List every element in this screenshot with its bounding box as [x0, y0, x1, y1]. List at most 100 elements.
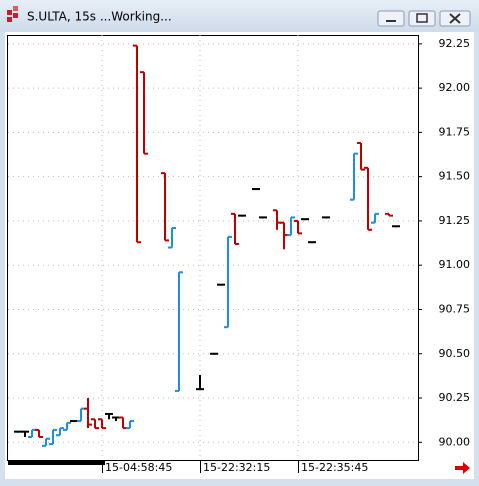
bar-range — [367, 167, 369, 230]
bar-open — [294, 219, 298, 222]
y-tick-label: 90.25 — [439, 391, 471, 404]
bar-close — [305, 218, 309, 221]
scroll-arrow[interactable] — [455, 462, 470, 474]
bar-close — [165, 239, 169, 242]
bar-close — [88, 423, 92, 426]
bar-close — [18, 430, 22, 433]
bar-open — [119, 416, 123, 419]
scroll-bar[interactable] — [8, 461, 105, 465]
bar-open — [231, 212, 235, 215]
bar-range — [129, 421, 131, 429]
bar-close — [284, 234, 288, 237]
app-icon — [7, 6, 18, 22]
bar-open — [238, 214, 242, 217]
bar-close — [32, 428, 36, 431]
bar-close — [102, 427, 106, 430]
bars — [14, 44, 400, 447]
bar-range — [234, 213, 236, 244]
bar-close — [109, 412, 113, 415]
bar-range — [31, 429, 33, 437]
bar-open — [56, 434, 60, 437]
bar-close — [214, 352, 218, 355]
bar-range — [108, 413, 110, 420]
bar-open — [210, 352, 214, 355]
bar-close — [116, 416, 120, 419]
bar-range — [115, 417, 117, 422]
y-tick-label: 91.75 — [439, 125, 471, 138]
bar-open — [133, 44, 137, 47]
bar-close — [46, 437, 50, 440]
bar-close — [256, 188, 260, 191]
bar-close — [144, 152, 148, 155]
close-button[interactable] — [439, 10, 471, 27]
bar-open — [105, 412, 109, 415]
bar-range — [136, 45, 138, 243]
bar-range — [143, 72, 145, 154]
bar-close — [263, 216, 267, 219]
bar-open — [392, 225, 396, 228]
bar-open — [63, 428, 67, 431]
bar-open — [42, 444, 46, 447]
bar-range — [66, 422, 68, 430]
bar-open — [217, 283, 221, 286]
bar-range — [374, 213, 376, 223]
bar-close — [361, 168, 365, 171]
bar-open — [350, 198, 354, 201]
bar-open — [77, 420, 81, 423]
bar-close — [396, 225, 400, 228]
bar-close — [277, 221, 281, 224]
bar-range — [80, 408, 82, 422]
bar-range — [164, 173, 166, 241]
bar-open — [112, 416, 116, 419]
bar-open — [287, 234, 291, 237]
window-title: S.ULTA, 15s ...Working... — [27, 10, 172, 24]
bar-close — [39, 435, 43, 438]
bar-open — [252, 188, 256, 191]
bar-open — [273, 209, 277, 212]
bar-open — [84, 407, 88, 410]
bar-range — [122, 417, 124, 429]
bar-range — [94, 419, 96, 429]
y-tick-label: 90.75 — [439, 302, 471, 315]
bar-range — [87, 398, 89, 429]
bar-open — [91, 418, 95, 421]
bar-close — [74, 420, 78, 423]
y-tick-label: 91.00 — [439, 258, 471, 271]
y-tick-label: 91.50 — [439, 170, 471, 183]
bar-open — [28, 435, 32, 438]
bar-close — [172, 227, 176, 230]
bar-close — [95, 427, 99, 430]
y-tick-label: 91.25 — [439, 214, 471, 227]
bar-range — [199, 375, 201, 390]
y-tick-label: 92.00 — [439, 81, 471, 94]
bar-open — [98, 418, 102, 421]
plot-area — [7, 35, 419, 461]
bar-close — [228, 235, 232, 238]
bar-open — [126, 427, 130, 430]
bar-range — [38, 429, 40, 437]
bar-open — [168, 246, 172, 249]
bar-range — [353, 153, 355, 200]
bar-open — [161, 172, 165, 175]
bar-open — [308, 241, 312, 244]
bar-open — [301, 218, 305, 221]
bar-close — [354, 152, 358, 155]
bar-open — [280, 221, 284, 224]
bar-open — [21, 430, 25, 433]
bar-range — [171, 228, 173, 248]
bar-close — [368, 228, 372, 231]
bar-open — [322, 216, 326, 219]
bar-range — [52, 429, 54, 445]
x-tick-label: 15-04:58:45 — [105, 461, 172, 474]
bar-close — [60, 427, 64, 430]
bar-range — [360, 143, 362, 170]
maximize-button[interactable] — [408, 10, 436, 27]
bar-close — [375, 212, 379, 215]
bar-range — [101, 419, 103, 429]
bar-close — [130, 420, 134, 423]
bar-range — [45, 438, 47, 446]
bar-close — [200, 388, 204, 391]
bar-range — [227, 236, 229, 328]
minimize-button[interactable] — [377, 10, 405, 27]
